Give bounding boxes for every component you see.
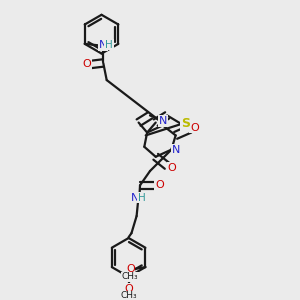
- Text: N: N: [172, 145, 180, 154]
- Text: CH₃: CH₃: [122, 272, 139, 281]
- Text: O: O: [126, 264, 135, 274]
- Text: H: H: [105, 40, 113, 50]
- Text: N: N: [131, 193, 140, 202]
- Text: O: O: [167, 163, 176, 173]
- Text: N: N: [99, 40, 107, 50]
- Text: S: S: [181, 118, 190, 130]
- Text: O: O: [155, 180, 164, 190]
- Text: O: O: [82, 59, 91, 69]
- Text: N: N: [159, 116, 168, 126]
- Text: O: O: [124, 284, 133, 294]
- Text: CH₃: CH₃: [120, 291, 137, 300]
- Text: H: H: [138, 193, 146, 202]
- Text: O: O: [190, 123, 199, 133]
